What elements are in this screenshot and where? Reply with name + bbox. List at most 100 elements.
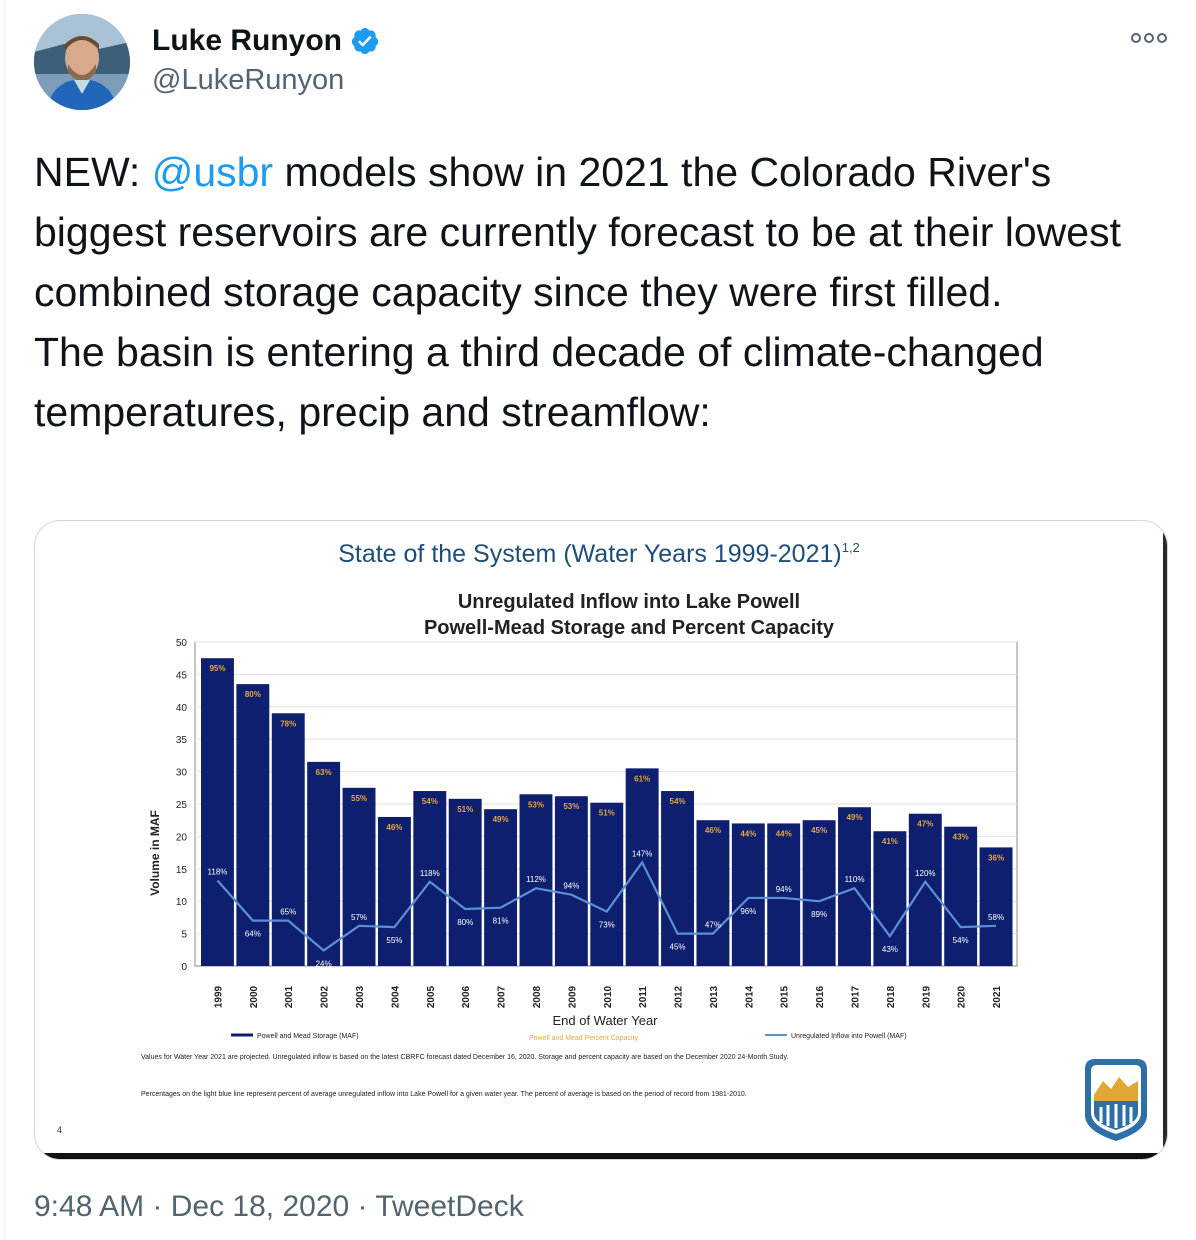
tweet-time[interactable]: 9:48 AM	[34, 1190, 145, 1223]
inflow-pct-label: 57%	[351, 913, 367, 922]
user-handle[interactable]: @LukeRunyon	[152, 64, 345, 96]
storage-pct-label: 44%	[740, 829, 756, 838]
storage-bar	[377, 816, 411, 966]
legend-label-percent: Powell and Mead Percent Capacity	[529, 1035, 638, 1042]
storage-pct-label: 61%	[634, 774, 650, 783]
storage-pct-label: 78%	[280, 719, 296, 728]
storage-bar	[484, 809, 518, 966]
storage-bar	[731, 823, 765, 966]
inflow-pct-label: 118%	[420, 869, 440, 878]
user-name[interactable]: Luke Runyon	[152, 24, 343, 57]
x-tick-label: 2011	[638, 986, 649, 1008]
storage-pct-label: 46%	[386, 823, 402, 832]
tweet-paragraph-1: NEW: @usbr models show in 2021 the Color…	[34, 142, 1164, 322]
avatar[interactable]	[34, 14, 130, 110]
x-tick-label: 2010	[603, 985, 614, 1008]
storage-bar	[554, 796, 588, 966]
inflow-pct-label: 65%	[280, 908, 296, 917]
storage-bar	[236, 684, 270, 966]
x-tick-label: 2007	[497, 985, 508, 1008]
y-tick-label: 50	[176, 638, 188, 649]
y-axis-label: Volume in MAF	[148, 810, 162, 896]
tweet-paragraph-2: The basin is entering a third decade of …	[34, 329, 1044, 435]
storage-pct-label: 45%	[811, 826, 827, 835]
storage-pct-label: 51%	[599, 809, 615, 818]
tweet-date[interactable]: Dec 18, 2020	[170, 1190, 350, 1223]
reclamation-logo-icon	[1085, 1059, 1147, 1141]
storage-pct-label: 54%	[422, 797, 438, 806]
inflow-pct-label: 43%	[882, 945, 898, 954]
storage-bar	[838, 807, 871, 966]
storage-pct-label: 36%	[988, 853, 1004, 862]
chart-title: State of the System (Water Years 1999-20…	[338, 540, 860, 568]
x-tick-label: 2006	[461, 985, 472, 1008]
slide-shadow-bottom	[41, 1153, 1163, 1159]
y-tick-label: 25	[176, 800, 188, 811]
y-tick-label: 30	[176, 768, 188, 779]
tweet-prefix: NEW:	[34, 149, 152, 195]
storage-bar	[271, 713, 305, 966]
storage-pct-label: 54%	[670, 797, 686, 806]
user-name-row[interactable]: Luke Runyon	[152, 24, 380, 58]
storage-pct-label: 41%	[882, 837, 898, 846]
x-tick-label: 2000	[249, 985, 260, 1008]
y-tick-label: 20	[176, 832, 188, 843]
y-tick-label: 0	[181, 962, 187, 973]
x-tick-label: 2021	[992, 985, 1003, 1008]
tweet-source[interactable]: TweetDeck	[375, 1190, 524, 1223]
x-tick-label: 2002	[320, 985, 331, 1008]
slide-shadow-right	[1163, 533, 1167, 1153]
x-tick-label: 2017	[851, 985, 862, 1008]
legend-label-inflow: Unregulated Inflow into Powell (MAF)	[791, 1033, 907, 1040]
x-tick-label: 2019	[921, 985, 932, 1008]
verified-badge-icon	[351, 28, 379, 54]
chart-subtitle-storage: Powell-Mead Storage and Percent Capacity	[424, 617, 835, 639]
tweet-body: models show in 2021 the Colorado River's…	[34, 149, 1121, 315]
storage-pct-label: 44%	[776, 829, 792, 838]
x-tick-label: 2013	[709, 985, 720, 1008]
storage-bar	[873, 831, 907, 966]
x-tick-label: 2012	[674, 985, 685, 1008]
y-tick-label: 40	[176, 703, 188, 714]
inflow-pct-label: 81%	[493, 917, 509, 926]
storage-bar	[307, 761, 341, 966]
timeline-border	[4, 0, 5, 1240]
storage-pct-label: 53%	[563, 802, 579, 811]
footer-separator: ·	[349, 1190, 376, 1223]
storage-bar	[908, 813, 942, 966]
inflow-pct-label: 120%	[915, 869, 935, 878]
storage-bar	[944, 826, 978, 966]
inflow-pct-label: 45%	[670, 943, 686, 952]
inflow-pct-label: 147%	[632, 849, 652, 858]
y-tick-label: 35	[176, 735, 188, 746]
media-card[interactable]: State of the System (Water Years 1999-20…	[34, 520, 1168, 1160]
inflow-pct-label: 94%	[563, 882, 579, 891]
storage-pct-label: 95%	[209, 664, 225, 673]
storage-pct-label: 46%	[705, 826, 721, 835]
chart-subtitle-inflow: Unregulated Inflow into Lake Powell	[458, 591, 800, 613]
x-tick-label: 2008	[532, 985, 543, 1008]
inflow-pct-label: 94%	[776, 885, 792, 894]
inflow-pct-label: 110%	[845, 875, 865, 884]
inflow-pct-label: 47%	[705, 921, 721, 930]
storage-pct-label: 43%	[953, 833, 969, 842]
inflow-pct-label: 58%	[988, 913, 1004, 922]
y-tick-label: 15	[176, 865, 188, 876]
storage-bar	[519, 794, 553, 966]
more-options-icon[interactable]	[1128, 28, 1170, 48]
inflow-pct-label: 96%	[740, 907, 756, 916]
avatar-image	[34, 14, 130, 110]
footnote-1: Values for Water Year 2021 are projected…	[141, 1054, 788, 1061]
inflow-pct-label: 54%	[953, 936, 969, 945]
inflow-line	[216, 860, 997, 952]
storage-bar	[448, 798, 482, 966]
inflow-pct-label: 64%	[245, 930, 261, 939]
inflow-pct-label: 55%	[386, 936, 402, 945]
storage-pct-label: 53%	[528, 800, 544, 809]
mention-link[interactable]: @usbr	[151, 149, 274, 195]
tweet-text: NEW: @usbr models show in 2021 the Color…	[34, 142, 1164, 442]
storage-pct-label: 80%	[245, 690, 261, 699]
x-tick-label: 2015	[780, 985, 791, 1008]
storage-pct-label: 47%	[917, 820, 933, 829]
tweet-footer: 9:48 AM · Dec 18, 2020 · TweetDeck	[34, 1190, 524, 1224]
